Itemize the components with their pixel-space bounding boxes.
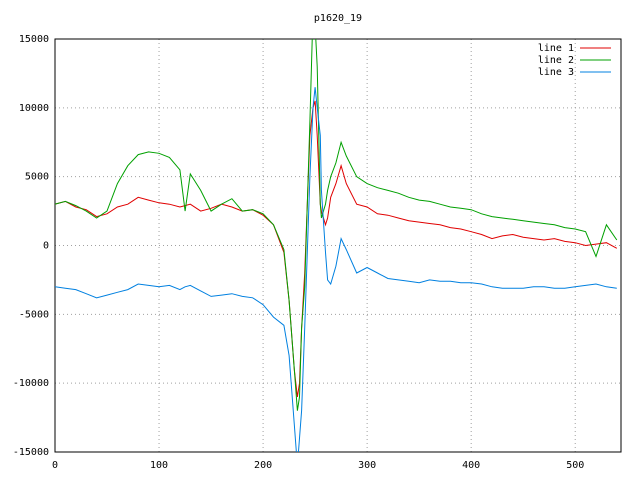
x-tick-label: 400 — [462, 460, 480, 471]
series-line — [55, 87, 617, 452]
y-tick-label: 10000 — [19, 103, 49, 114]
y-tick-label: -15000 — [13, 447, 49, 458]
plot-frame — [54, 38, 622, 453]
x-tick-label: 200 — [254, 460, 272, 471]
legend-label: line 2 — [538, 55, 574, 66]
plot-area — [55, 39, 618, 452]
series-line — [55, 39, 618, 411]
y-tick-label: 0 — [43, 241, 49, 252]
x-tick-label: 500 — [566, 460, 584, 471]
chart-title: p1620_19 — [314, 13, 362, 24]
y-tick-label: 15000 — [19, 34, 49, 45]
x-tick-label: 300 — [358, 460, 376, 471]
y-tick-label: 5000 — [25, 172, 49, 183]
x-tick-label: 0 — [52, 460, 58, 471]
y-tick-label: -5000 — [19, 309, 49, 320]
x-tick-label: 100 — [150, 460, 168, 471]
series-line — [55, 100, 618, 397]
legend-label: line 3 — [538, 67, 574, 78]
y-tick-label: -10000 — [13, 378, 49, 389]
legend-label: line 1 — [538, 43, 574, 54]
